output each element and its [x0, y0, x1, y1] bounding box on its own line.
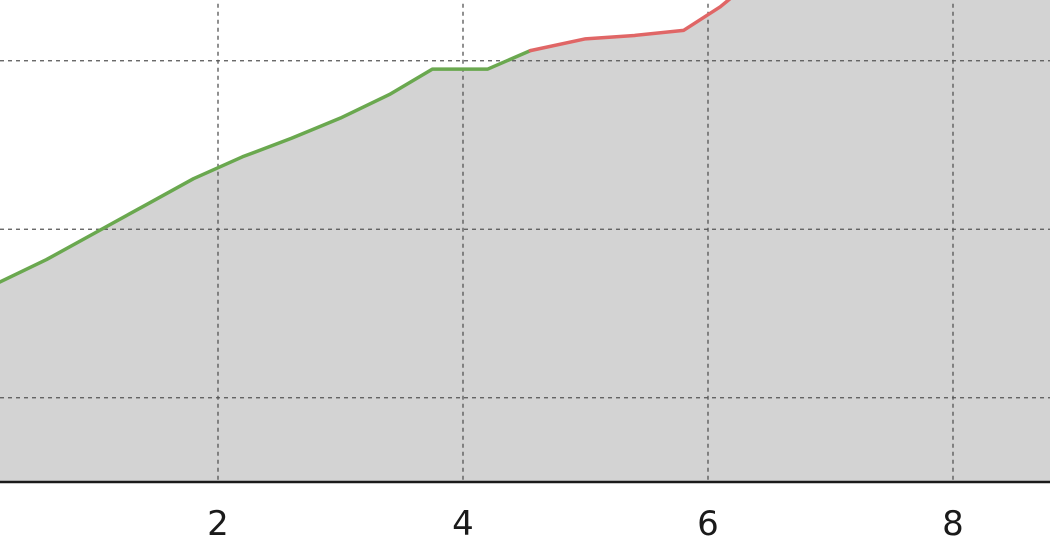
x-tick-labels: 2 4 6 8 [207, 504, 964, 544]
x-tick-label: 4 [452, 504, 474, 544]
x-tick-label: 6 [697, 504, 719, 544]
area-fill-layer [0, 0, 1050, 482]
series-line-2 [528, 0, 732, 53]
series-line-1 [0, 48, 533, 284]
x-tick-label: 8 [942, 504, 964, 544]
x-tick-label: 2 [207, 504, 229, 544]
gridlines [0, 0, 1050, 482]
series-lines [0, 0, 732, 284]
area-fill [0, 0, 1050, 482]
